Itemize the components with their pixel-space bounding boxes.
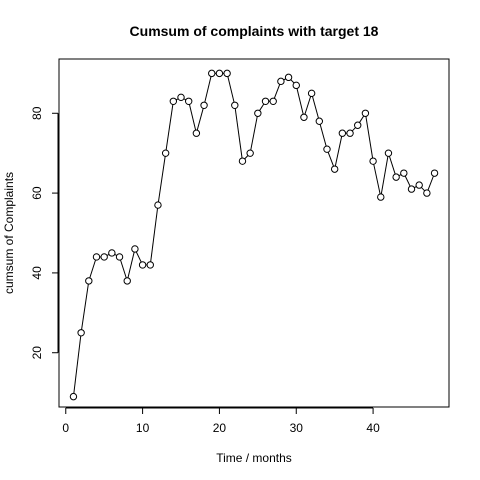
- data-point: [277, 77, 285, 86]
- series-segment: [157, 156, 166, 202]
- series-segment: [81, 283, 89, 330]
- series-segment: [373, 164, 381, 195]
- x-tick-label: 20: [213, 421, 227, 435]
- data-point: [85, 277, 93, 285]
- data-point: [115, 253, 124, 261]
- data-point: [192, 129, 201, 137]
- data-point: [354, 121, 362, 129]
- data-point: [323, 145, 331, 153]
- series-segment: [89, 259, 96, 278]
- series-segment: [404, 175, 411, 187]
- data-point: [346, 129, 354, 137]
- x-tick-label: 10: [136, 421, 150, 435]
- data-point: [238, 157, 247, 165]
- y-axis-label: cumsum of Complaints: [2, 172, 16, 294]
- y-tick-label: 60: [30, 186, 44, 200]
- data-point: [423, 189, 431, 197]
- data-point: [361, 109, 370, 117]
- data-point: [169, 97, 178, 106]
- series-segment: [73, 335, 82, 394]
- data-point: [100, 253, 108, 261]
- data-point: [184, 97, 193, 106]
- data-point: [246, 149, 254, 157]
- data-point: [415, 181, 423, 189]
- x-tick-label: 0: [62, 421, 69, 435]
- data-point: [161, 149, 170, 157]
- data-point: [369, 157, 377, 165]
- data-point: [138, 261, 147, 269]
- series-segment: [273, 84, 281, 99]
- data-point: [338, 129, 347, 137]
- data-point: [315, 117, 324, 125]
- data-point: [77, 329, 85, 337]
- data-point: [200, 101, 208, 109]
- data-point: [108, 249, 116, 257]
- data-point: [269, 97, 277, 106]
- series-segment: [234, 108, 243, 159]
- plot-frame: [58, 58, 450, 408]
- x-tick-label: 30: [290, 421, 304, 435]
- data-point: [208, 69, 216, 78]
- data-point: [261, 97, 270, 106]
- data-point: [377, 193, 385, 201]
- data-point: [384, 149, 393, 157]
- series-segment: [150, 208, 159, 262]
- data-point: [69, 392, 78, 401]
- data-point: [307, 89, 316, 98]
- data-point: [292, 81, 300, 90]
- data-point: [131, 245, 139, 253]
- series-segment: [296, 88, 304, 115]
- plot-area: [69, 69, 439, 401]
- data-point: [123, 277, 131, 285]
- series-segment: [351, 127, 356, 132]
- data-point: [254, 109, 262, 117]
- series-segment: [227, 76, 235, 103]
- data-point: [177, 93, 185, 102]
- series-segment: [421, 187, 426, 192]
- data-point: [231, 101, 239, 109]
- y-axis: 20 40 60 80: [30, 106, 59, 360]
- data-point: [215, 69, 224, 78]
- series-segment: [204, 76, 212, 103]
- series-segment: [380, 156, 389, 195]
- series-segment: [135, 251, 142, 263]
- data-point: [154, 201, 162, 209]
- x-tick-label: 40: [366, 421, 380, 435]
- x-axis-label: Time / months: [216, 451, 292, 465]
- series-segment: [165, 104, 174, 151]
- series-segment: [188, 104, 197, 131]
- data-point: [330, 165, 339, 173]
- series-segment: [311, 96, 319, 119]
- series-segment: [196, 108, 204, 131]
- data-point: [300, 113, 308, 121]
- y-tick-label: 40: [30, 266, 44, 280]
- series-segment: [359, 115, 365, 123]
- data-point: [400, 169, 408, 177]
- data-point: [407, 185, 416, 193]
- series-segment: [250, 116, 258, 151]
- series-segment: [304, 96, 312, 115]
- y-tick-label: 80: [30, 106, 44, 120]
- data-point: [146, 261, 154, 269]
- series-segment: [259, 103, 265, 111]
- data-point: [223, 69, 231, 78]
- series-segment: [365, 116, 374, 159]
- series-segment: [319, 124, 327, 147]
- series-segment: [388, 156, 396, 175]
- series-segment: [127, 251, 135, 278]
- series-segment: [427, 175, 434, 191]
- series-segment: [290, 79, 295, 84]
- series-segment: [244, 155, 249, 160]
- data-point: [392, 173, 400, 181]
- series-segment: [334, 136, 343, 167]
- x-axis: 0 10 20 30 40: [62, 407, 380, 435]
- series-segment: [327, 151, 334, 167]
- series-segment: [120, 259, 127, 278]
- data-point: [92, 253, 101, 261]
- data-point: [430, 169, 439, 177]
- y-tick-label: 20: [30, 346, 44, 360]
- data-point: [284, 73, 293, 82]
- chart-title: Cumsum of complaints with target 18: [130, 23, 379, 39]
